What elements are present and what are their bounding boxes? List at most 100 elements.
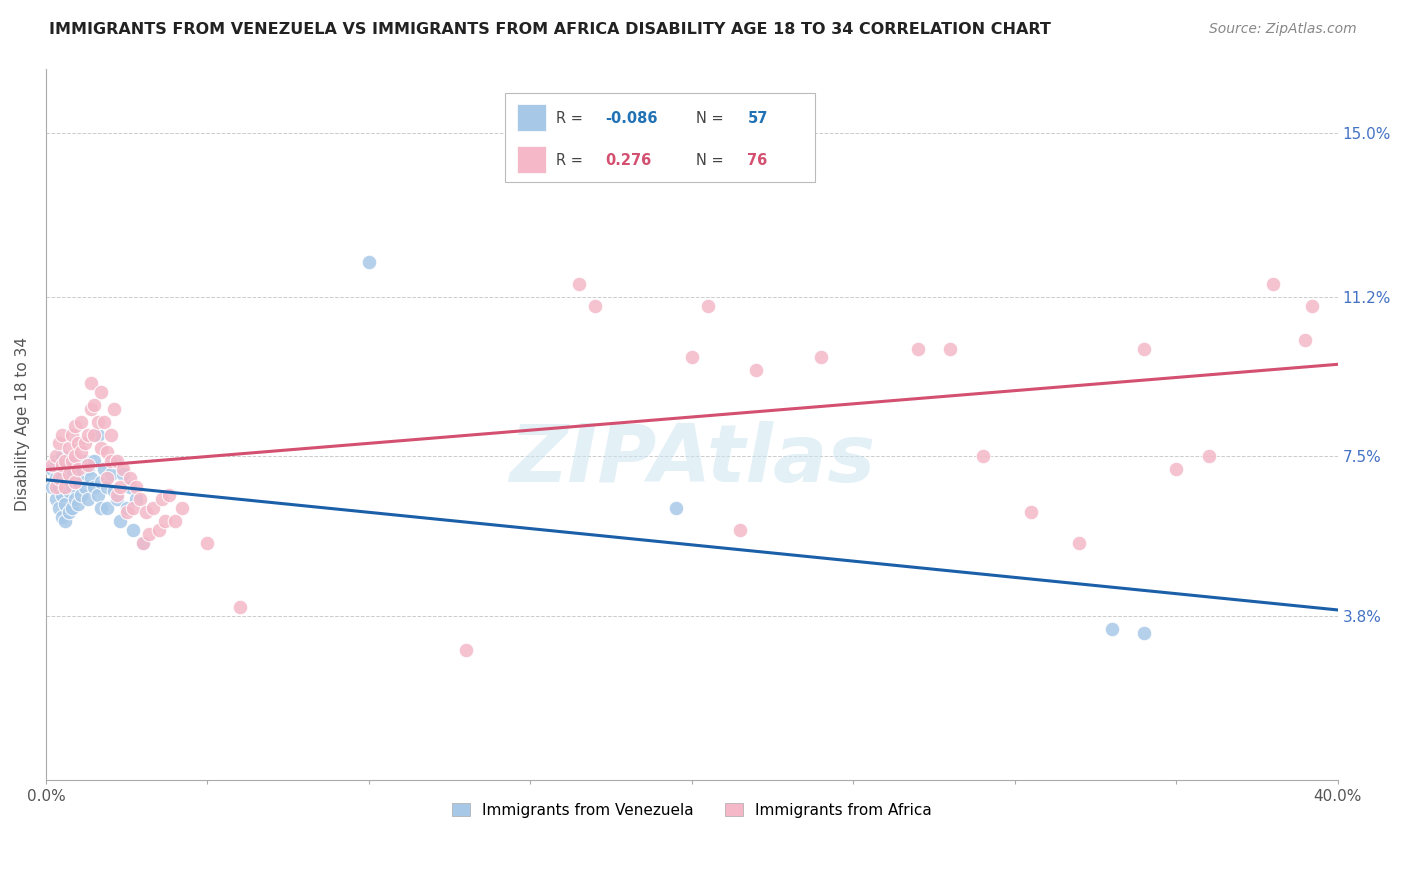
Point: [45, 450, 67, 464]
Point: [70, 488, 93, 502]
Point: [77, 427, 100, 442]
Point: [568, 277, 591, 291]
Point: [48, 462, 70, 476]
Point: [58, 441, 80, 455]
Point: [148, 523, 170, 537]
Point: [60, 462, 83, 476]
Point: [165, 514, 187, 528]
Point: [48, 471, 70, 485]
Point: [1133, 626, 1156, 640]
Point: [45, 479, 67, 493]
Point: [103, 401, 125, 416]
Point: [1166, 462, 1188, 476]
Text: R =: R =: [557, 111, 588, 126]
Point: [77, 462, 100, 476]
Y-axis label: Disability Age 18 to 34: Disability Age 18 to 34: [15, 337, 30, 511]
Point: [100, 467, 122, 481]
Point: [48, 436, 70, 450]
Point: [70, 467, 93, 481]
Point: [83, 479, 105, 493]
Point: [105, 492, 128, 507]
Point: [1133, 342, 1156, 356]
Point: [112, 462, 135, 476]
Point: [132, 535, 155, 549]
Point: [125, 479, 148, 493]
Point: [83, 453, 105, 467]
Point: [103, 453, 125, 467]
Point: [60, 427, 83, 442]
Point: [93, 462, 115, 476]
Point: [730, 523, 752, 537]
Point: [90, 501, 112, 516]
Point: [80, 401, 103, 416]
Point: [63, 453, 86, 467]
Point: [73, 479, 96, 493]
Point: [53, 514, 76, 528]
Point: [115, 505, 138, 519]
Text: IMMIGRANTS FROM VENEZUELA VS IMMIGRANTS FROM AFRICA DISABILITY AGE 18 TO 34 CORR: IMMIGRANTS FROM VENEZUELA VS IMMIGRANTS …: [49, 22, 1052, 37]
Point: [67, 475, 90, 490]
Point: [67, 497, 90, 511]
Point: [132, 535, 155, 549]
Point: [536, 126, 558, 140]
Point: [118, 471, 141, 485]
Point: [53, 479, 76, 493]
Point: [118, 479, 141, 493]
Point: [53, 458, 76, 472]
Point: [229, 600, 252, 615]
Point: [60, 453, 83, 467]
Point: [51, 458, 73, 472]
Point: [63, 475, 86, 490]
Point: [41, 462, 63, 476]
Point: [1301, 299, 1323, 313]
Point: [103, 483, 125, 498]
Point: [45, 492, 67, 507]
Point: [583, 299, 606, 313]
Point: [1294, 333, 1316, 347]
Point: [73, 436, 96, 450]
FancyBboxPatch shape: [517, 146, 546, 173]
Point: [122, 523, 145, 537]
Text: Source: ZipAtlas.com: Source: ZipAtlas.com: [1209, 22, 1357, 37]
Point: [86, 488, 108, 502]
Point: [810, 351, 832, 365]
Point: [60, 479, 83, 493]
Point: [100, 453, 122, 467]
Point: [51, 427, 73, 442]
Point: [141, 501, 163, 516]
Point: [58, 467, 80, 481]
Point: [155, 514, 177, 528]
Point: [357, 255, 380, 269]
Point: [58, 505, 80, 519]
Point: [67, 436, 90, 450]
Point: [454, 643, 477, 657]
Point: [105, 488, 128, 502]
Point: [110, 514, 132, 528]
Point: [697, 299, 720, 313]
Point: [96, 479, 118, 493]
Point: [1263, 277, 1285, 291]
Text: N =: N =: [696, 153, 728, 168]
Point: [53, 453, 76, 467]
Point: [51, 450, 73, 464]
Point: [939, 342, 962, 356]
Point: [51, 488, 73, 502]
Point: [53, 475, 76, 490]
Point: [48, 479, 70, 493]
Point: [96, 471, 118, 485]
Text: R =: R =: [557, 153, 588, 168]
Point: [138, 527, 160, 541]
Point: [128, 492, 150, 507]
Point: [70, 415, 93, 429]
Point: [63, 419, 86, 434]
Point: [115, 501, 138, 516]
Point: [1198, 450, 1220, 464]
Point: [45, 471, 67, 485]
Point: [1069, 535, 1091, 549]
Point: [665, 501, 688, 516]
FancyBboxPatch shape: [517, 104, 546, 131]
Point: [122, 501, 145, 516]
Point: [58, 483, 80, 498]
Point: [51, 471, 73, 485]
Point: [60, 501, 83, 516]
